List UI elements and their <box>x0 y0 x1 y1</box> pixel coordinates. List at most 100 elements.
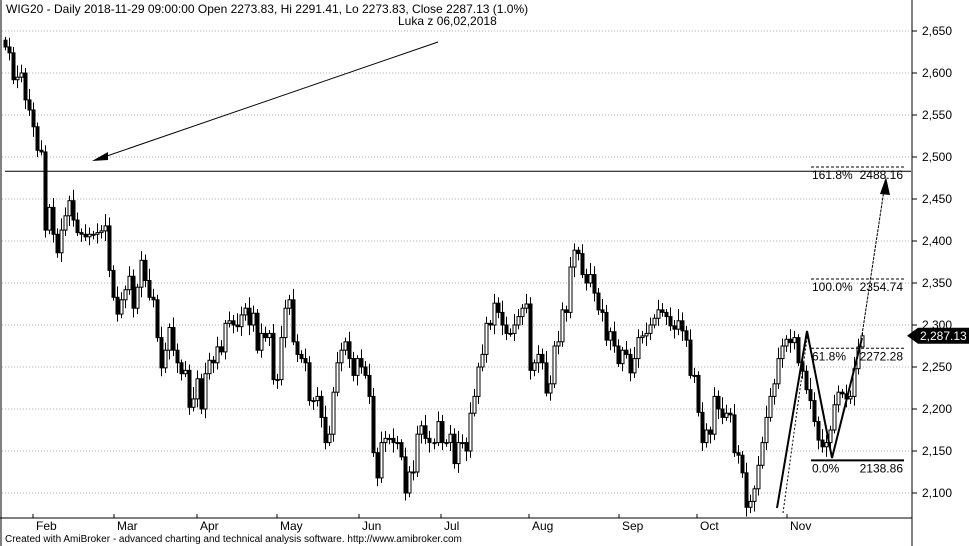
y-tick-label: 2,100 <box>922 486 952 500</box>
candle-body <box>712 395 717 435</box>
gridlines <box>2 30 911 494</box>
fib-level-percent: 161.8% <box>812 168 853 182</box>
candle-body <box>672 325 677 330</box>
candle-body <box>556 341 561 347</box>
candle-body <box>824 442 829 448</box>
candle-body <box>780 345 785 360</box>
candle-body <box>740 454 745 474</box>
candle-body <box>267 332 272 339</box>
candle-body <box>19 72 24 78</box>
candle-body <box>448 433 453 444</box>
candle-body <box>840 391 845 395</box>
fib-level-percent: 0.0% <box>812 461 840 475</box>
candle-body <box>584 274 589 284</box>
candle-body <box>243 307 248 316</box>
candle-body <box>423 425 428 439</box>
candle-body <box>11 52 16 81</box>
x-tick-label: Sep <box>622 519 644 533</box>
candles <box>3 36 865 517</box>
fib-level-value: 2138.86 <box>860 461 904 475</box>
candle-body <box>275 379 280 382</box>
x-tick-label: May <box>280 519 303 533</box>
arrowhead-icon <box>880 177 890 195</box>
candle-body <box>500 311 505 326</box>
candle-body <box>548 383 553 394</box>
candle-body <box>335 362 340 393</box>
candle-body <box>239 314 244 328</box>
candle-body <box>572 249 577 268</box>
candle-body <box>87 233 92 238</box>
candle-body <box>784 338 789 347</box>
candle-body <box>544 362 549 394</box>
candle-body <box>155 299 160 339</box>
candle-body <box>287 299 292 309</box>
candle-body <box>31 109 36 128</box>
x-tick-label: Jul <box>444 519 459 533</box>
y-tick-label: 2,500 <box>922 150 952 164</box>
candle-body <box>568 266 573 313</box>
candle-body <box>768 395 773 418</box>
candle-body <box>299 353 304 360</box>
drawings: 161.8% 2488.16 100.0% 2354.74 61.8% 2272.28 0.… <box>5 41 911 514</box>
y-tick-label: 2,350 <box>922 276 952 290</box>
candle-body <box>367 374 372 397</box>
candle-body <box>83 233 88 238</box>
candle-body <box>736 452 741 456</box>
x-axis: Feb Mar Apr May Jun Jul Aug Sep Oct Nov <box>32 514 811 533</box>
target-arrow-line <box>861 189 885 336</box>
candle-body <box>608 331 613 341</box>
candle-body <box>67 200 72 217</box>
y-tick-label: 2,250 <box>922 360 952 374</box>
candle-body <box>71 200 76 221</box>
candle-body <box>55 233 60 254</box>
candle-body <box>436 421 441 444</box>
candle-body <box>251 312 256 326</box>
x-tick-label: Mar <box>117 519 138 533</box>
candle-body <box>532 362 537 371</box>
candle-body <box>331 391 336 435</box>
candle-body <box>524 303 529 309</box>
candle-body <box>796 337 801 364</box>
x-tick-label: Apr <box>200 519 219 533</box>
candle-body <box>323 416 328 444</box>
candle-body <box>456 442 461 465</box>
fib-level-percent: 100.0% <box>812 280 853 294</box>
candle-body <box>664 311 669 318</box>
candle-body <box>347 341 352 360</box>
candle-body <box>528 303 533 371</box>
candle-body <box>848 395 853 400</box>
candle-body <box>508 332 513 335</box>
fib-level-value: 2488.16 <box>860 168 904 182</box>
candle-body <box>576 249 581 255</box>
candle-body <box>488 322 493 326</box>
candle-body <box>59 229 64 254</box>
candle-body <box>107 225 112 271</box>
y-tick-label: 2,400 <box>922 234 952 248</box>
candle-body <box>387 437 392 440</box>
candle-body <box>255 312 260 351</box>
candle-body <box>480 353 485 368</box>
y-tick-label: 2,450 <box>922 192 952 206</box>
candle-body <box>692 374 697 377</box>
candle-body <box>179 362 184 375</box>
candle-body <box>536 353 541 364</box>
candle-body <box>832 404 837 431</box>
candle-body <box>231 320 236 326</box>
candle-body <box>311 400 316 403</box>
candle-body <box>828 429 833 444</box>
candle-body <box>419 425 424 435</box>
candle-body <box>756 464 761 490</box>
candle-body <box>167 327 172 351</box>
annotation-text: Luka z 06,02,2018 <box>398 14 497 28</box>
candle-body <box>748 500 753 508</box>
candle-body <box>135 286 140 309</box>
candle-body <box>612 331 617 347</box>
candle-body <box>127 275 132 291</box>
candle-body <box>343 341 348 351</box>
candle-body <box>708 429 713 435</box>
candle-body <box>636 337 641 360</box>
candle-body <box>283 307 288 339</box>
candle-body <box>596 292 601 311</box>
candle-body <box>259 332 264 351</box>
candle-body <box>788 338 793 344</box>
